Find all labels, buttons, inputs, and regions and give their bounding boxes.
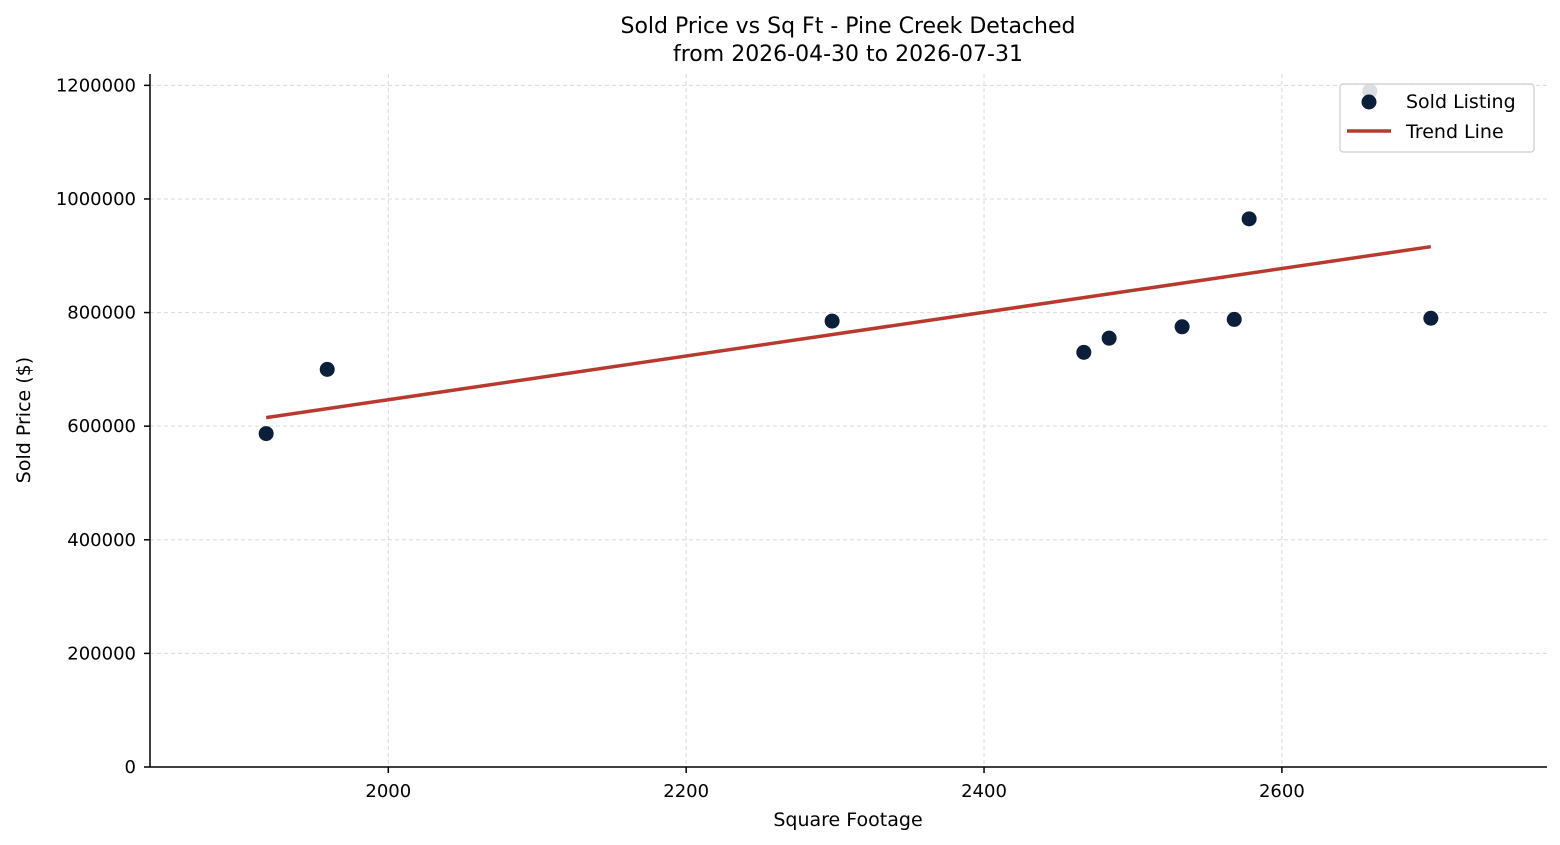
data-point bbox=[319, 361, 335, 377]
points-layer bbox=[258, 83, 1439, 442]
x-tick-label: 2200 bbox=[663, 781, 709, 802]
legend-label-sold-listing: Sold Listing bbox=[1406, 91, 1516, 113]
y-tick-label: 1200000 bbox=[56, 75, 136, 96]
x-tick-label: 2400 bbox=[961, 781, 1007, 802]
x-ticks: 2000 2200 2400 2600 bbox=[365, 767, 1305, 802]
data-point bbox=[824, 313, 840, 329]
grid bbox=[150, 74, 1547, 767]
chart-subtitle: from 2026-04-30 to 2026-07-31 bbox=[673, 42, 1023, 67]
y-axis-label: Sold Price ($) bbox=[13, 357, 35, 483]
legend-box bbox=[1339, 83, 1535, 153]
legend: Sold Listing Trend Line bbox=[1339, 83, 1535, 153]
data-point bbox=[1423, 310, 1439, 326]
data-point bbox=[1226, 311, 1242, 327]
data-point bbox=[1174, 319, 1190, 335]
chart-title: Sold Price vs Sq Ft - Pine Creek Detache… bbox=[621, 14, 1076, 39]
legend-label-trend-line: Trend Line bbox=[1405, 121, 1504, 143]
y-tick-label: 600000 bbox=[67, 416, 136, 437]
y-tick-label: 200000 bbox=[67, 643, 136, 664]
y-tick-label: 400000 bbox=[67, 530, 136, 551]
data-point bbox=[258, 426, 274, 442]
data-point bbox=[1076, 344, 1092, 360]
x-axis-label: Square Footage bbox=[773, 809, 922, 831]
x-tick-label: 2600 bbox=[1259, 781, 1305, 802]
y-tick-label: 0 bbox=[125, 757, 136, 778]
trend-layer bbox=[265, 244, 1432, 420]
y-tick-label: 800000 bbox=[67, 303, 136, 324]
y-ticks: 0 200000 400000 600000 800000 1000000 1200000 bbox=[56, 75, 150, 778]
x-tick-label: 2000 bbox=[365, 781, 411, 802]
data-point bbox=[1241, 211, 1257, 227]
legend-marker-sold-listing bbox=[1361, 94, 1377, 110]
data-point bbox=[1101, 330, 1117, 346]
y-tick-label: 1000000 bbox=[56, 189, 136, 210]
trend-line bbox=[265, 244, 1432, 420]
